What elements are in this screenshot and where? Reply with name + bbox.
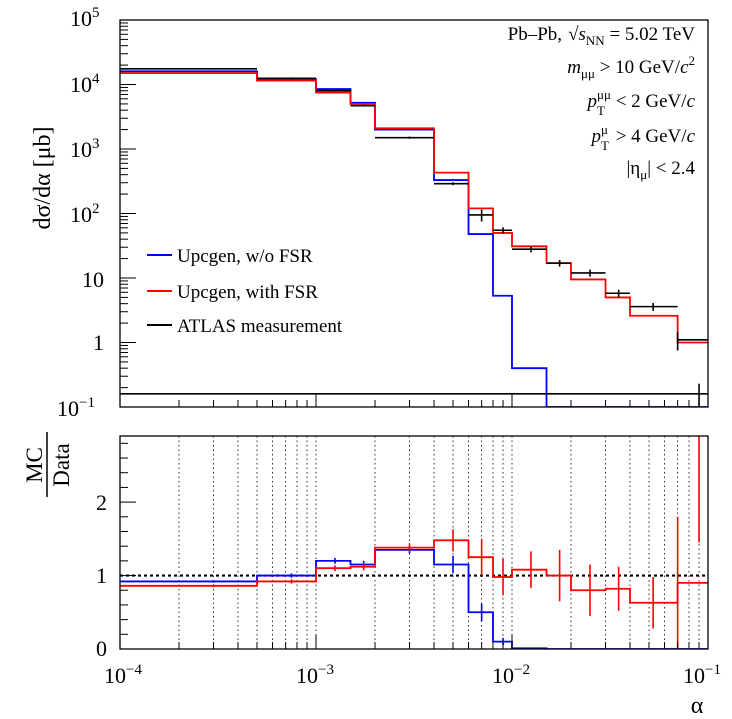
ratio-with-fsr-step <box>120 539 708 604</box>
legend: Upcgen, w/o FSR Upcgen, with FSR ATLAS m… <box>147 246 343 337</box>
legend-label-no-fsr: Upcgen, w/o FSR <box>177 246 313 267</box>
top-y-ticks <box>120 19 136 408</box>
ratio-denominator-label: Data <box>49 443 74 486</box>
top-ytick-label-1e3: 103 <box>70 136 100 162</box>
bottom-ytick-label-1: 1 <box>96 563 107 588</box>
bottom-ytick-label-2: 2 <box>96 490 107 515</box>
bottom-x-ticks <box>119 635 709 649</box>
series-no-fsr-step <box>120 70 708 407</box>
top-ytick-label-1e5: 105 <box>70 5 100 31</box>
ratio-numerator-label: MC <box>22 447 47 483</box>
x-axis-label: α <box>691 693 704 719</box>
bottom-panel: 0 1 2 MC Data 10−4 10−3 10−2 10−1 α <box>22 432 721 719</box>
annotation-block: Pb–Pb, √sNN = 5.02 TeV mμμ > 10 GeV/c2 pμ… <box>508 24 696 182</box>
ratio-no-fsr-step <box>120 548 708 649</box>
bottom-plot-frame <box>119 435 709 650</box>
bottom-grid <box>178 436 700 649</box>
top-ytick-label-1e0: 1 <box>93 330 104 355</box>
annotation-eta-cut: |ημ| < 2.4 <box>626 158 695 182</box>
bottom-ytick-label-0: 0 <box>96 636 107 661</box>
xtick-label-1e-1: 10−1 <box>683 662 721 688</box>
legend-label-atlas: ATLAS measurement <box>177 316 343 337</box>
top-y-axis-label: dσ/dα [μb] <box>30 126 56 229</box>
top-x-ticks <box>119 393 709 407</box>
top-series-group <box>120 68 708 407</box>
bottom-series-group <box>120 436 708 649</box>
legend-label-with-fsr: Upcgen, with FSR <box>177 282 318 303</box>
bottom-y-axis-label: MC Data <box>22 432 74 497</box>
top-plot-frame <box>119 19 709 408</box>
annotation-pair-pt-cut: pμμ T < 2 GeV/c <box>586 87 696 118</box>
bottom-y-ticks <box>120 442 136 650</box>
top-ytick-label-1e-1: 10−1 <box>57 395 95 421</box>
xtick-label-1e-3: 10−3 <box>296 662 334 688</box>
annotation-collision: Pb–Pb, √sNN = 5.02 TeV <box>508 24 696 48</box>
top-ytick-label-1e4: 104 <box>70 71 100 97</box>
top-panel: 105 104 103 102 10 1 10−1 dσ/dα [μb] Pb–… <box>30 5 709 421</box>
annotation-muon-pt-cut: pμ T > 4 GeV/c <box>590 122 696 153</box>
xtick-label-1e-2: 10−2 <box>492 662 530 688</box>
top-ytick-label-1e2: 102 <box>70 201 100 227</box>
xtick-label-1e-4: 10−4 <box>104 662 142 688</box>
series-with-fsr-step <box>120 72 708 344</box>
top-ytick-label-1e1: 10 <box>82 267 104 292</box>
annotation-mass-cut: mμμ > 10 GeV/c2 <box>567 53 695 81</box>
